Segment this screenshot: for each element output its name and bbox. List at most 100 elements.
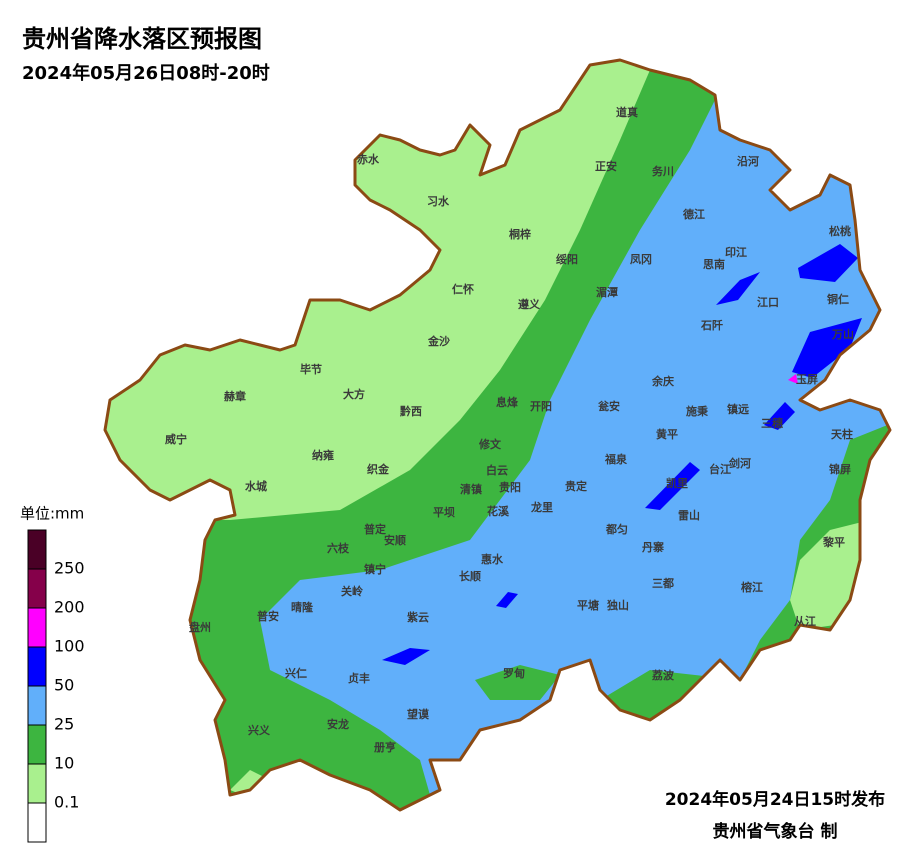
place-label: 贞丰 xyxy=(348,671,370,685)
legend-label: 0.1 xyxy=(54,793,79,812)
map-title: 贵州省降水落区预报图 xyxy=(22,25,262,53)
place-label: 黎平 xyxy=(823,535,845,549)
place-label: 三都 xyxy=(652,576,674,590)
place-label: 湄潭 xyxy=(596,285,618,299)
place-label: 剑河 xyxy=(728,456,751,470)
place-label: 黔西 xyxy=(400,404,422,418)
place-label: 桐梓 xyxy=(509,227,531,241)
place-label: 雷山 xyxy=(678,508,700,522)
place-label: 关岭 xyxy=(341,584,363,598)
legend-label: 200 xyxy=(54,598,85,617)
place-label: 平坝 xyxy=(433,505,455,519)
legend-swatch xyxy=(27,646,47,687)
place-label: 仁怀 xyxy=(452,282,474,296)
place-label: 绥阳 xyxy=(556,252,578,266)
place-label: 望谟 xyxy=(407,707,430,721)
place-label: 万山 xyxy=(831,327,854,341)
place-label: 纳雍 xyxy=(312,448,334,462)
place-label: 平塘 xyxy=(577,598,599,612)
legend-label: 50 xyxy=(54,676,74,695)
place-label: 盘州 xyxy=(189,620,211,634)
place-label: 镇宁 xyxy=(364,562,386,576)
place-label: 石阡 xyxy=(700,318,723,332)
place-label: 威宁 xyxy=(165,432,187,446)
place-label: 印江 xyxy=(725,245,747,259)
legend-label: 10 xyxy=(54,754,74,773)
place-label: 福泉 xyxy=(604,452,628,466)
place-label: 都匀 xyxy=(605,522,628,536)
place-label: 独山 xyxy=(606,598,629,612)
place-label: 锦屏 xyxy=(829,462,851,476)
issue-time: 2024年05月24日15时发布 xyxy=(665,789,885,810)
legend-label: 100 xyxy=(54,637,85,656)
place-label: 织金 xyxy=(367,462,390,476)
place-label: 龙里 xyxy=(530,500,553,514)
place-label: 普安 xyxy=(257,609,279,623)
place-label: 毕节 xyxy=(300,362,322,376)
area-50-100 xyxy=(764,402,795,430)
place-label: 道真 xyxy=(616,105,638,119)
place-label: 三穗 xyxy=(761,416,783,430)
place-label: 金沙 xyxy=(427,334,450,348)
area-50-100 xyxy=(716,272,760,305)
place-label: 余庆 xyxy=(651,374,674,388)
area-50-100 xyxy=(798,244,858,282)
place-label: 赤水 xyxy=(357,152,380,166)
place-label: 清镇 xyxy=(460,482,482,496)
place-label: 大方 xyxy=(343,387,365,401)
place-label: 天柱 xyxy=(831,427,853,441)
place-label: 水城 xyxy=(245,479,267,493)
place-label: 息烽 xyxy=(496,395,519,409)
place-label: 从江 xyxy=(794,614,816,628)
place-label: 贵阳 xyxy=(499,480,521,494)
place-label: 惠水 xyxy=(481,552,504,566)
legend-swatch xyxy=(27,685,47,726)
place-label: 紫云 xyxy=(407,610,429,624)
legend-swatch xyxy=(27,568,47,609)
place-label: 镇远 xyxy=(727,402,749,416)
legend-swatch xyxy=(27,529,47,570)
place-label: 六枝 xyxy=(327,541,350,555)
legend-swatch xyxy=(27,724,47,765)
place-label: 罗甸 xyxy=(503,666,525,680)
place-label: 普定 xyxy=(364,522,386,536)
place-label: 榕江 xyxy=(741,580,763,594)
place-label: 凯里 xyxy=(666,476,688,490)
area-50-100 xyxy=(792,318,862,378)
place-label: 铜仁 xyxy=(826,292,849,306)
place-label: 册亨 xyxy=(374,740,396,754)
legend-label: 25 xyxy=(54,715,74,734)
legend-label: 250 xyxy=(54,559,85,578)
place-label: 瓮安 xyxy=(598,399,620,413)
place-label: 沿河 xyxy=(737,154,759,168)
place-label: 荔波 xyxy=(651,668,675,682)
area-50-100 xyxy=(645,462,700,510)
place-label: 台江 xyxy=(709,462,731,476)
legend-swatch xyxy=(27,802,47,843)
place-label: 修文 xyxy=(478,437,502,451)
place-label: 黄平 xyxy=(656,427,678,441)
place-label: 德江 xyxy=(682,207,705,221)
area-100-250 xyxy=(788,374,798,384)
legend: 250 200 100 50 25 10 0.1 xyxy=(27,529,85,843)
place-label: 玉屏 xyxy=(796,373,818,386)
area-50-100 xyxy=(496,592,518,608)
place-label: 务川 xyxy=(652,164,674,178)
province-border xyxy=(103,58,892,812)
place-label: 思南 xyxy=(703,257,725,271)
legend-unit: 单位:mm xyxy=(20,505,84,523)
place-label: 开阳 xyxy=(530,399,552,413)
place-label: 正安 xyxy=(595,159,617,173)
place-label: 贵定 xyxy=(565,479,587,493)
place-label: 丹寨 xyxy=(642,540,664,554)
place-label: 兴仁 xyxy=(285,666,307,680)
area-50-100 xyxy=(382,648,430,665)
place-label: 施秉 xyxy=(686,404,709,418)
area-10-25 xyxy=(475,665,560,700)
place-label: 花溪 xyxy=(487,504,510,518)
place-label: 白云 xyxy=(486,463,508,477)
place-label: 长顺 xyxy=(459,569,481,583)
place-label: 松桃 xyxy=(829,224,851,238)
